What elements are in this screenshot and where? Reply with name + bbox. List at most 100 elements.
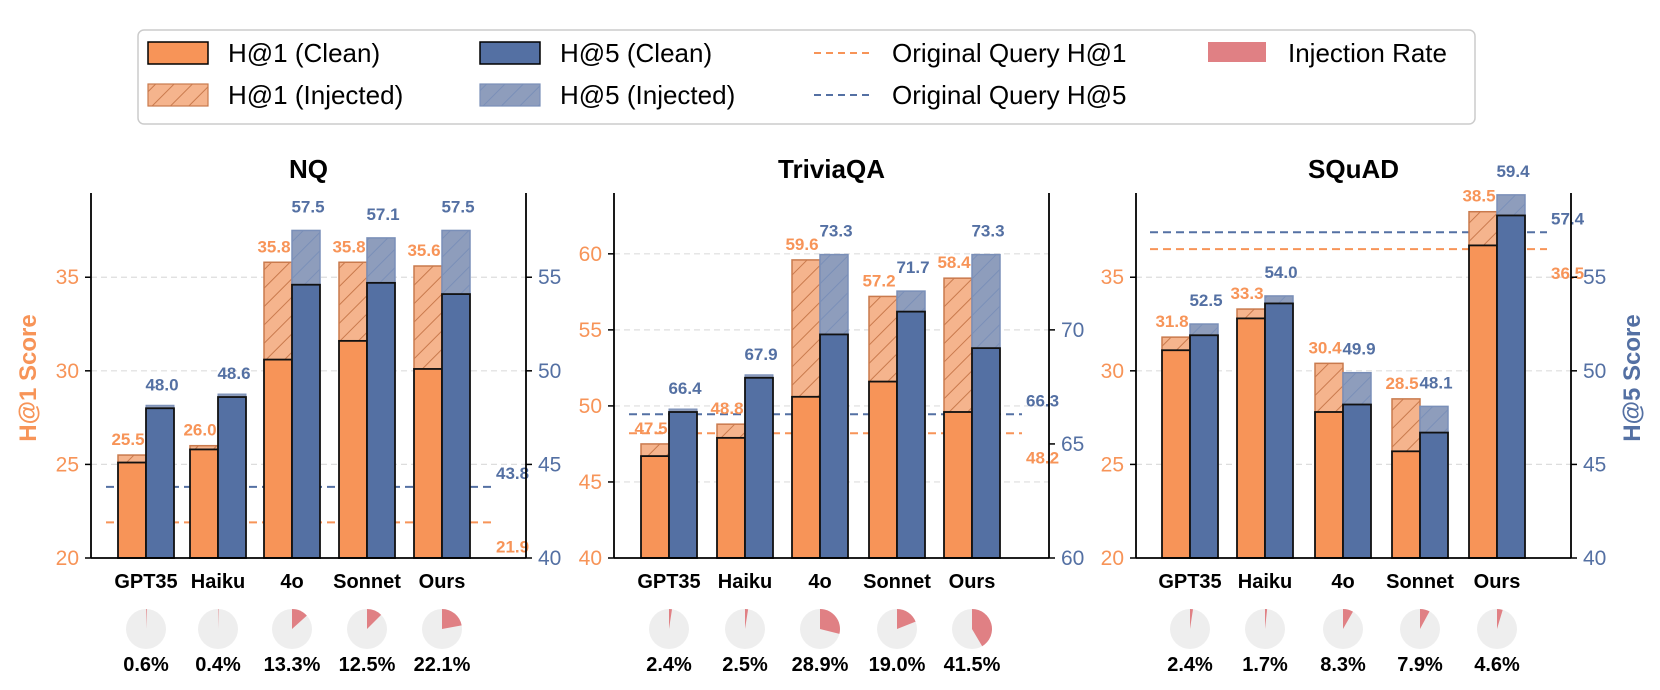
value-label-h1: 33.3	[1230, 284, 1263, 303]
value-label-h5: 67.9	[744, 345, 777, 364]
right-tick-label: 50	[538, 360, 561, 383]
bar-h5-clean	[145, 407, 175, 559]
injection-slice	[897, 609, 916, 629]
right-tick-label: 55	[538, 266, 561, 289]
injection-rate-label: 1.7%	[1242, 654, 1288, 676]
bar-h5-clean	[366, 281, 396, 559]
y-axis-label-right: H@5 Score	[1619, 314, 1646, 441]
category-label: Ours	[1474, 571, 1521, 593]
value-label-h5: 48.6	[217, 364, 250, 383]
right-tick-label: 45	[1583, 453, 1606, 476]
right-tick-label: 40	[1583, 547, 1606, 570]
bar-h1-injected	[1468, 210, 1498, 247]
injection-rate-label: 2.4%	[1167, 654, 1213, 676]
bar-h1-clean	[413, 368, 443, 559]
injection-slice	[442, 609, 462, 629]
injection-rate-label: 4.6%	[1474, 654, 1520, 676]
bar-h5-injected	[971, 253, 1001, 349]
bar-h5-clean	[744, 376, 774, 559]
bar-h5-injected	[291, 229, 321, 286]
left-tick-label: 25	[1101, 453, 1124, 476]
injection-slice	[1343, 609, 1353, 629]
panel-title: SQuAD	[1308, 154, 1399, 184]
bar-h1-clean	[338, 339, 368, 559]
left-tick-label: 45	[579, 471, 602, 494]
legend-label-orig-h5: Original Query H@5	[892, 80, 1126, 110]
value-label-h1: 47.5	[634, 419, 667, 438]
legend: H@1 (Clean) H@1 (Injected) H@5 (Clean) H…	[137, 29, 1476, 125]
injection-slice	[1420, 609, 1430, 629]
value-label-h1: 35.8	[257, 237, 290, 256]
orig-h5-value: 43.8	[496, 464, 529, 483]
value-label-h5: 57.5	[291, 197, 324, 216]
injection-rate-label: 41.5%	[944, 654, 1001, 676]
category-label: GPT35	[114, 571, 177, 593]
bar-h5-clean	[291, 283, 321, 559]
bar-h5-clean	[1496, 214, 1526, 559]
chart-panels: 25.548.0GPT350.6%26.048.6Haiku0.4%35.857…	[56, 154, 1607, 676]
bar-h5-clean	[668, 411, 698, 559]
value-label-h1: 31.8	[1155, 312, 1188, 331]
bar-h5-injected	[819, 253, 849, 336]
bar-h1-injected	[943, 277, 973, 413]
category-label: Sonnet	[1386, 571, 1454, 593]
left-tick-label: 30	[56, 360, 79, 383]
value-label-h5: 48.0	[145, 375, 178, 394]
bar-h5-clean	[441, 293, 471, 559]
legend-swatch-h5-injected	[479, 83, 541, 107]
bar-h1-clean	[1468, 244, 1498, 559]
value-label-h5: 73.3	[819, 222, 852, 241]
category-label: 4o	[280, 571, 303, 593]
bar-h1-clean	[1161, 349, 1191, 559]
bar-h1-injected	[117, 454, 147, 464]
bar-h1-clean	[791, 395, 821, 559]
right-tick-label: 55	[1583, 266, 1606, 289]
orig-h5-value: 57.4	[1551, 209, 1585, 228]
value-label-h5: 66.4	[668, 379, 702, 398]
legend-label-h1-injected: H@1 (Injected)	[228, 80, 403, 110]
legend-label-orig-h1: Original Query H@1	[892, 38, 1126, 68]
value-label-h5: 59.4	[1496, 162, 1530, 181]
left-tick-label: 30	[1101, 360, 1124, 383]
injection-rate-label: 22.1%	[414, 654, 471, 676]
value-label-h1: 38.5	[1462, 187, 1495, 206]
left-tick-label: 35	[1101, 266, 1124, 289]
value-label-h1: 30.4	[1308, 338, 1342, 357]
category-label: Haiku	[718, 571, 772, 593]
category-label: Ours	[949, 571, 996, 593]
category-label: Sonnet	[863, 571, 931, 593]
injection-rate-label: 0.4%	[195, 654, 241, 676]
injection-slice	[1497, 609, 1503, 629]
injection-rate-label: 2.5%	[722, 654, 768, 676]
legend-label-injection-rate: Injection Rate	[1288, 38, 1447, 68]
bar-h1-clean	[1314, 411, 1344, 559]
category-label: Ours	[419, 571, 466, 593]
value-label-h1: 35.6	[407, 241, 440, 260]
injection-rate-label: 0.6%	[123, 654, 169, 676]
bar-h1-clean	[1391, 450, 1421, 559]
value-label-h5: 73.3	[971, 222, 1004, 241]
bar-h1-injected	[1236, 308, 1266, 320]
bar-h5-injected	[441, 229, 471, 295]
left-tick-label: 35	[56, 266, 79, 289]
value-label-h1: 28.5	[1385, 374, 1418, 393]
injection-slice	[1265, 609, 1268, 629]
value-label-h5: 57.1	[366, 205, 399, 224]
panel-triviaqa: 47.566.4GPT352.4%48.867.9Haiku2.5%59.673…	[579, 154, 1085, 676]
injection-slice	[669, 609, 673, 629]
injection-slice	[1190, 609, 1194, 629]
injection-slice	[745, 609, 749, 629]
orig-h5-value: 66.3	[1026, 391, 1059, 410]
bar-h5-clean	[819, 333, 849, 559]
right-tick-label: 50	[1583, 360, 1606, 383]
injection-rate-label: 19.0%	[869, 654, 926, 676]
bar-h5-clean	[1189, 334, 1219, 559]
injection-slice	[218, 609, 219, 629]
left-tick-label: 20	[56, 547, 79, 570]
bar-h1-clean	[943, 411, 973, 559]
bar-h5-injected	[366, 237, 396, 284]
bar-h1-injected	[1391, 398, 1421, 453]
bar-h1-clean	[1236, 317, 1266, 559]
left-tick-label: 20	[1101, 547, 1124, 570]
injection-rate-label: 12.5%	[339, 654, 396, 676]
